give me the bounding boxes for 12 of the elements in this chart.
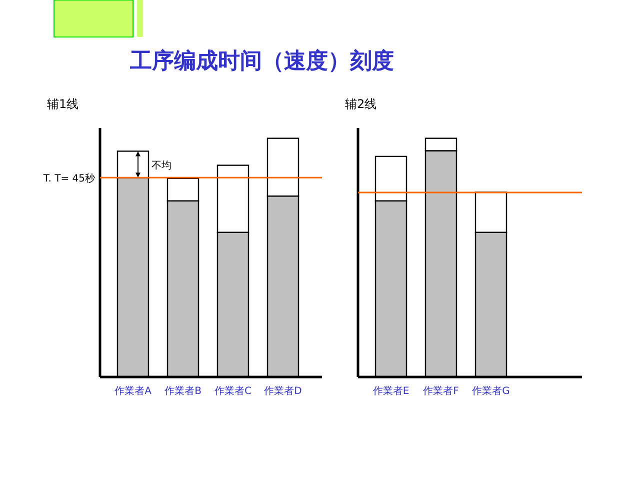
x-tick-label: 作業者D (263, 385, 302, 397)
chart-subtitle: 辅1线 (47, 97, 79, 111)
annotation: 不均 (152, 159, 172, 172)
x-tick-label: 作業者G (471, 385, 510, 397)
x-tick-label: 作業者B (164, 385, 202, 397)
chart-subtitle: 辅2线 (345, 97, 377, 111)
x-tick-label: 作業者C (214, 385, 252, 397)
text: T. T= 45秒 (42, 172, 95, 185)
x-tick-label: 作業者E (372, 385, 410, 397)
x-tick-label: 作業者F (422, 385, 460, 397)
chart-title: 工序编成时间（速度）刻度 (129, 48, 394, 74)
x-tick-label: 作業者A (114, 385, 152, 397)
